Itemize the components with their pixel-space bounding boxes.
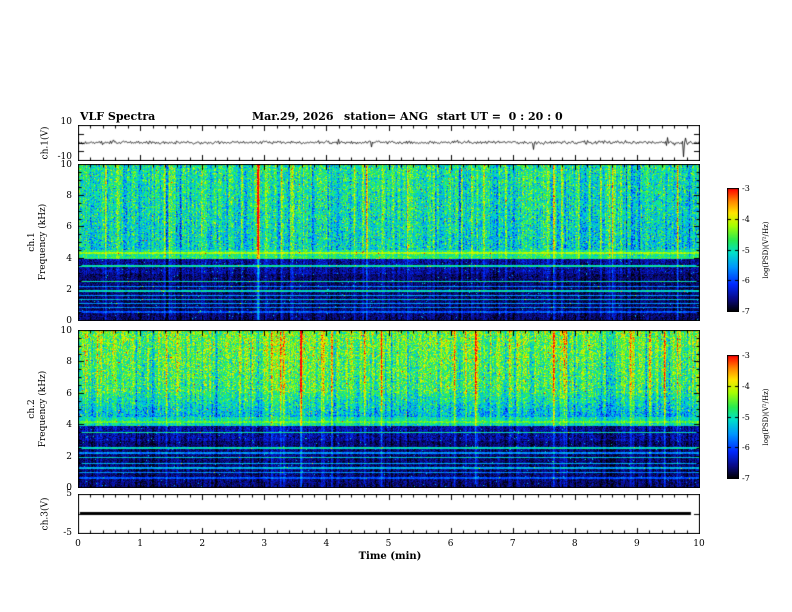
ch2-colorbar-canvas [727,355,739,479]
ch1-axis-label-line2: Frequency (kHz) [38,203,48,281]
x-tick-label-5: 5 [385,539,392,549]
x-tick-label-4: 4 [323,539,330,549]
ch1-frequency-axis-label: ch.1 Frequency (kHz) [27,204,49,281]
colorbar2-tick--4: -4 [742,381,750,391]
ch3-wave-ytick-5: 5 [66,489,72,499]
ch1-spec-ytick-2: 2 [66,284,72,295]
ch1-spec-ytick-4: 4 [66,253,72,264]
x-axis-title: Time (min) [358,551,422,562]
x-tick-label-8: 8 [571,539,578,549]
colorbar1-tick--4: -4 [742,214,750,224]
ch2-spec-ytick-6: 6 [66,388,72,399]
ch3-wave-ytick--5: -5 [63,528,72,538]
colorbar1-tick--7: -7 [742,307,750,316]
ch2-axis-label-line2: Frequency (kHz) [38,370,48,448]
colorbar1-tick--5: -5 [742,245,750,255]
ch1-waveform-canvas [78,125,700,161]
ch2-spectrogram-canvas [78,330,700,488]
ch1-axis-label-line1: ch.1 [27,232,37,252]
ch1-spec-ytick-6: 6 [66,222,72,233]
x-tick-label-6: 6 [447,539,454,549]
x-tick-label-9: 9 [634,539,640,549]
ch1-wave-ytick--10: -10 [57,152,73,162]
colorbar1-tick--6: -6 [742,276,750,286]
x-tick-label-0: 0 [75,539,81,549]
ch1-colorbar-canvas [727,188,739,312]
x-tick-label-1: 1 [137,539,143,549]
station-label: station= ANG [344,110,429,123]
ch3-voltage-axis-label: ch.3(V) [40,497,51,531]
colorbar1-tick--3: -3 [742,184,750,193]
x-tick-label-2: 2 [199,539,206,549]
ch1-wave-ytick-10: 10 [60,117,72,127]
x-tick-label-3: 3 [261,539,268,549]
colorbar2-tick--3: -3 [742,351,750,360]
x-tick-label-10: 10 [693,539,705,549]
ch2-spec-ytick-10: 10 [60,326,72,336]
start-ut-label: start UT = 0 : 20 : 0 [437,110,563,123]
colorbar2-tick--7: -7 [742,474,750,483]
ch2-axis-label-line1: ch.2 [27,399,37,419]
ch2-frequency-axis-label: ch.2 Frequency (kHz) [27,371,49,448]
ch3-waveform-canvas [78,494,700,534]
ch1-spec-ytick-10: 10 [60,160,72,170]
ch2-spec-ytick-8: 8 [66,357,72,368]
colorbar2-tick--5: -5 [742,412,750,422]
figure-title: VLF Spectra [80,110,156,123]
ch2-spec-ytick-4: 4 [66,420,72,431]
colorbar2-tick--6: -6 [742,443,750,453]
ch2-colorbar-label: log(PSD)(V²/Hz) [762,388,770,446]
ch1-spec-ytick-0: 0 [66,316,72,326]
ch1-colorbar-label: log(PSD)(V²/Hz) [762,221,770,279]
ch2-spec-ytick-2: 2 [66,451,72,462]
ch2-spec-ytick-0: 0 [66,483,72,493]
ch1-spec-ytick-8: 8 [66,191,72,202]
ch1-spectrogram-canvas [78,164,700,321]
x-tick-label-7: 7 [509,539,516,549]
date-label: Mar.29, 2026 [252,110,334,123]
